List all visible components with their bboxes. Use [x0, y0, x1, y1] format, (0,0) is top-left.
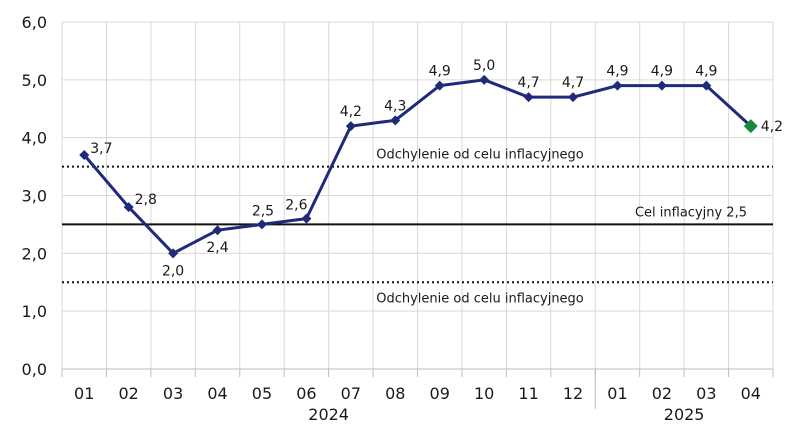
data-point	[523, 92, 534, 103]
x-tick-label: 03	[696, 384, 716, 403]
data-point	[701, 80, 712, 91]
data-label: 4,7	[517, 75, 539, 91]
x-tick-label: 02	[652, 384, 672, 403]
reference-lines: Odchylenie od celu inflacyjnego Cel infla…	[62, 148, 773, 306]
y-tick-label: 2,0	[22, 244, 47, 263]
data-label: 4,9	[606, 64, 628, 80]
data-point	[568, 92, 579, 103]
reference-line-label: Cel inflacyjny 2,5	[635, 205, 747, 220]
data-label: 4,2	[761, 119, 783, 135]
x-tick-label: 01	[74, 384, 94, 403]
data-point	[434, 80, 445, 91]
axes: 0,0 1,0 2,0 3,0 4,0 5,0 6,0 01 02 03 04 05 06 07 08 09 1…	[22, 13, 774, 424]
data-point	[123, 202, 134, 213]
x-tick-label: 07	[341, 384, 361, 403]
data-label: 4,2	[340, 104, 362, 120]
y-tick-label: 5,0	[22, 71, 47, 90]
x-tick-label: 01	[607, 384, 627, 403]
data-label: 4,9	[429, 64, 451, 80]
x-tick-label: 02	[118, 384, 138, 403]
data-point	[612, 80, 623, 91]
series-line	[83, 78, 752, 255]
year-label: 2025	[664, 405, 705, 424]
data-point	[168, 248, 179, 259]
data-point	[656, 80, 667, 91]
data-point	[345, 121, 356, 132]
y-tick-label: 4,0	[22, 129, 47, 148]
data-point	[301, 213, 312, 224]
reference-line-label: Odchylenie od celu inflacyjnego	[376, 291, 584, 306]
data-label: 4,3	[384, 98, 406, 114]
data-labels: 3,7 2,8 2,0 2,4 2,5 2,6 4,2 4,3 4,9 5,0 4,7 4,7 4,9 4…	[90, 58, 783, 280]
y-tick-label: 0,0	[22, 360, 47, 379]
x-tick-label: 08	[385, 384, 405, 403]
data-label: 3,7	[90, 141, 112, 157]
data-label: 2,8	[135, 192, 157, 208]
data-label: 2,6	[285, 198, 307, 214]
y-tick-label: 6,0	[22, 13, 47, 32]
x-tick-label: 12	[563, 384, 583, 403]
data-label: 2,0	[162, 263, 184, 279]
x-tick-label: 11	[518, 384, 538, 403]
data-point	[212, 225, 223, 236]
x-tick-label: 03	[163, 384, 183, 403]
data-label: 4,7	[562, 75, 584, 91]
data-label: 2,4	[206, 240, 228, 256]
data-label: 5,0	[473, 58, 495, 74]
x-tick-label: 04	[741, 384, 761, 403]
x-tick-label: 06	[296, 384, 316, 403]
data-label: 2,5	[252, 203, 274, 219]
data-point	[390, 115, 401, 126]
x-tick-label: 09	[430, 384, 450, 403]
y-tick-label: 1,0	[22, 302, 47, 321]
data-point	[256, 219, 267, 230]
x-tick-label: 10	[474, 384, 494, 403]
data-point	[79, 150, 90, 161]
x-tick-label: 04	[207, 384, 227, 403]
y-tick-label: 3,0	[22, 187, 47, 206]
data-label: 4,9	[651, 64, 673, 80]
data-label: 4,9	[695, 64, 717, 80]
series-layer	[79, 74, 758, 259]
x-tick-label: 05	[252, 384, 272, 403]
reference-line-label: Odchylenie od celu inflacyjnego	[376, 148, 584, 163]
data-point	[743, 119, 758, 134]
year-label: 2024	[308, 405, 349, 424]
data-point	[479, 74, 490, 85]
grid-layer	[61, 21, 774, 369]
